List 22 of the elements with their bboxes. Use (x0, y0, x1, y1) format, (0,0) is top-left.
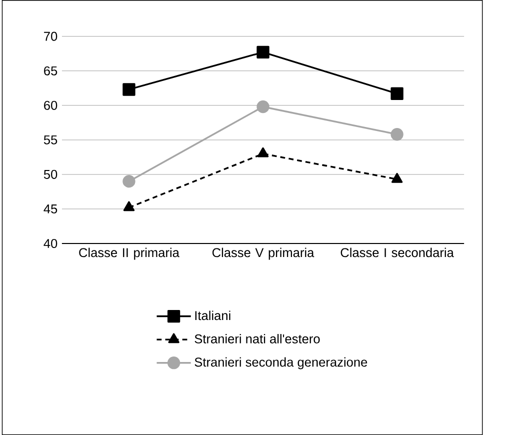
legend-label: Stranieri seconda generazione (194, 357, 368, 370)
x-tick-label: Classe I secondaria (340, 248, 454, 258)
legend-label: Italiani (195, 310, 230, 320)
point (256, 100, 270, 114)
y-tick-label: 45 (44, 204, 58, 214)
y-tick-label: 40 (44, 238, 58, 248)
y-tick-label: 55 (44, 135, 58, 144)
legend-label: Stranieri nati all'estero (194, 334, 320, 344)
x-tick-label: Classe II primaria (79, 248, 180, 260)
y-tick-label: 70 (44, 32, 58, 41)
point (122, 174, 136, 188)
y-tick-label: 60 (44, 100, 58, 110)
x-tick-label: Classe V primaria (212, 248, 314, 260)
point (391, 172, 403, 183)
point (256, 46, 270, 58)
y-tick-label: 65 (44, 66, 58, 76)
y-tick-label: 50 (44, 170, 58, 179)
point (257, 147, 269, 158)
point (390, 87, 404, 100)
point (390, 128, 404, 141)
point (123, 201, 135, 212)
point (122, 83, 136, 96)
